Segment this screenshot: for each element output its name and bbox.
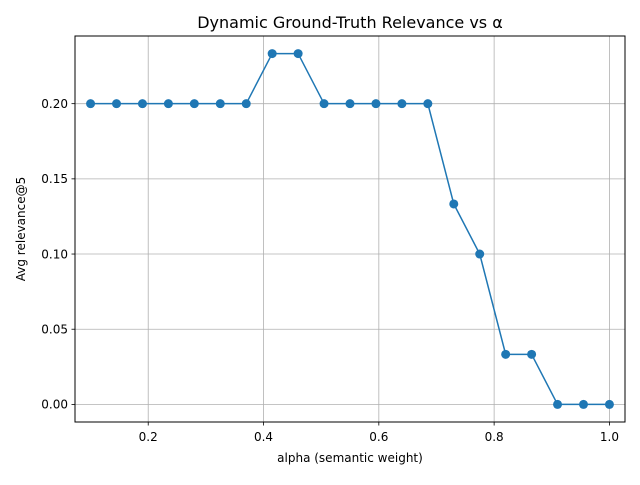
data-point: [501, 349, 511, 359]
data-point: [475, 249, 485, 259]
x-axis-label: alpha (semantic weight): [277, 451, 423, 465]
x-tick-label: 0.4: [254, 430, 273, 444]
data-point: [371, 99, 381, 109]
y-tick-label: 0.20: [41, 97, 68, 111]
data-point: [319, 99, 329, 109]
series-layer: [86, 49, 614, 409]
y-tick-label: 0.00: [41, 398, 68, 412]
data-point: [397, 99, 407, 109]
y-tick-label: 0.10: [41, 247, 68, 261]
data-point: [293, 49, 303, 59]
data-point: [112, 99, 122, 109]
y-tick-label: 0.05: [41, 323, 68, 337]
data-point: [527, 349, 537, 359]
data-point: [578, 399, 588, 409]
x-tick-label: 0.8: [485, 430, 504, 444]
data-point: [215, 99, 225, 109]
x-tick-label: 0.2: [139, 430, 158, 444]
y-tick-label: 0.15: [41, 172, 68, 186]
data-point: [604, 399, 614, 409]
x-tick-label: 1.0: [600, 430, 619, 444]
data-point: [449, 199, 459, 209]
data-point: [553, 399, 563, 409]
ticks: 0.2 0.4 0.6 0.8 1.0 0.00 0.05 0.10 0.15 0.20: [41, 97, 619, 444]
data-point: [137, 99, 147, 109]
data-point: [163, 99, 173, 109]
chart-title: Dynamic Ground-Truth Relevance vs α: [197, 13, 503, 32]
data-point: [86, 99, 96, 109]
x-tick-label: 0.6: [369, 430, 388, 444]
y-axis-label: Avg relevance@5: [14, 177, 28, 281]
data-point: [241, 99, 251, 109]
data-point: [345, 99, 355, 109]
data-point: [189, 99, 199, 109]
data-point: [267, 49, 277, 59]
data-point: [423, 99, 433, 109]
plot-frame: [74, 35, 626, 423]
